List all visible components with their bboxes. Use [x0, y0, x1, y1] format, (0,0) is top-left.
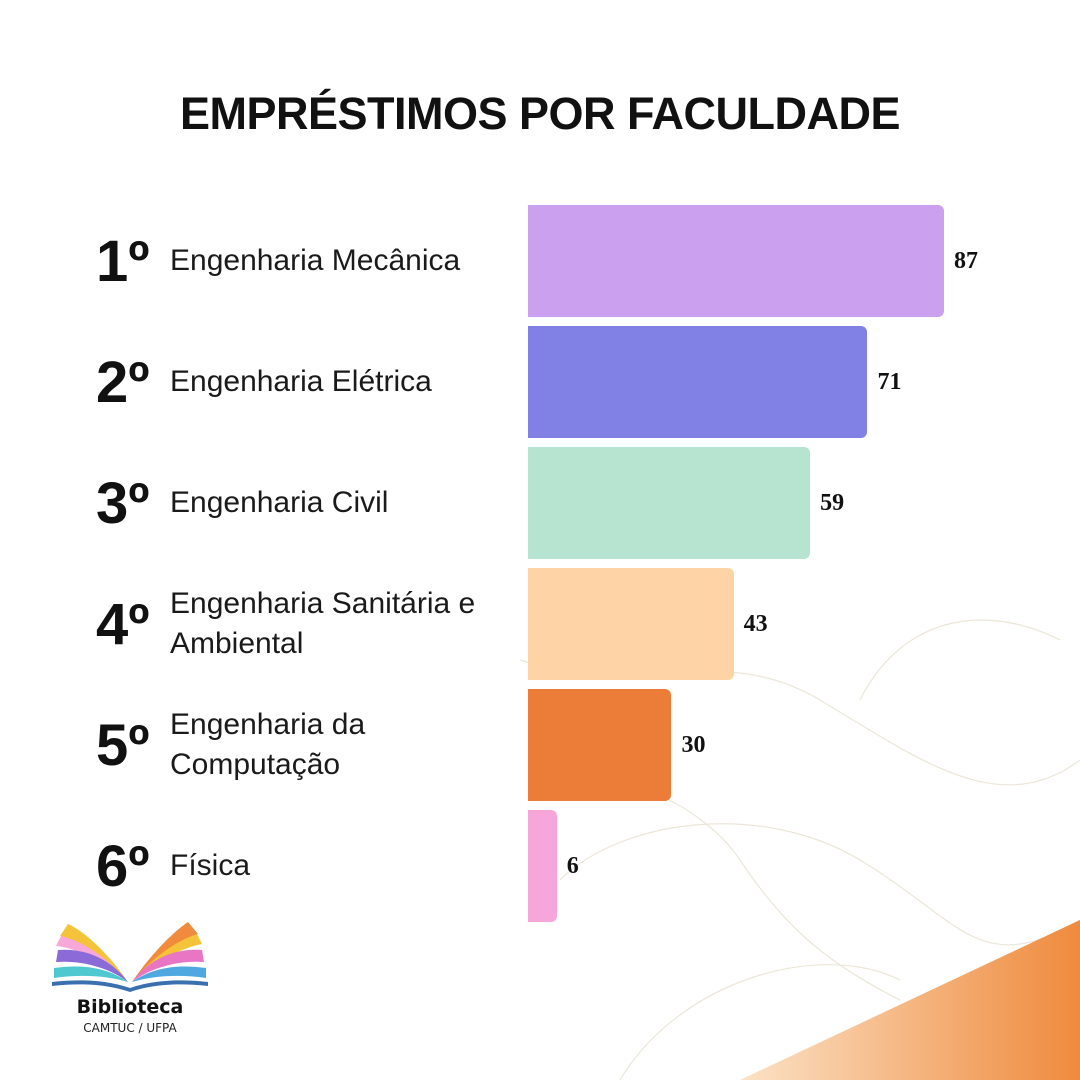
rank-label: 5º — [96, 712, 150, 778]
bar-row: 3º Engenharia Civil 59 — [0, 447, 1080, 559]
rank-label: 3º — [96, 470, 150, 536]
value-label: 43 — [743, 610, 768, 637]
bar — [528, 689, 672, 801]
bar-row: 6º Física 6 — [0, 810, 1080, 922]
bar-row: 5º Engenharia da Computação 30 — [0, 689, 1080, 801]
category-label: Engenharia Elétrica — [170, 365, 432, 398]
logo-title: Biblioteca — [76, 996, 184, 1018]
bar — [528, 205, 944, 317]
value-label: 6 — [566, 852, 579, 879]
category-label: Engenharia da Computação — [170, 708, 366, 781]
category-label: Física — [170, 849, 251, 882]
rank-label: 1º — [96, 228, 150, 294]
bar-row: 2º Engenharia Elétrica 71 — [0, 326, 1080, 438]
value-label: 30 — [681, 731, 706, 758]
chart-title: EMPRÉSTIMOS POR FACULDADE — [179, 88, 901, 139]
category-label: Engenharia Mecânica — [170, 244, 461, 277]
bar-row: 1º Engenharia Mecânica 87 — [0, 205, 1080, 317]
corner-accent — [740, 920, 1080, 1080]
library-logo: Biblioteca CAMTUC / UFPA — [48, 916, 212, 1036]
rank-label: 6º — [96, 833, 150, 899]
open-book-icon — [52, 922, 208, 992]
category-label: Engenharia Sanitária e Ambiental — [170, 587, 476, 660]
value-label: 87 — [954, 247, 978, 274]
bar — [528, 447, 811, 559]
bar — [528, 326, 868, 438]
category-label: Engenharia Civil — [170, 486, 389, 519]
rank-label: 2º — [96, 349, 150, 415]
value-label: 59 — [820, 489, 845, 516]
bar — [528, 568, 734, 680]
logo-subtitle: CAMTUC / UFPA — [83, 1021, 177, 1035]
rank-label: 4º — [96, 591, 150, 657]
value-label: 71 — [877, 368, 902, 395]
bar — [528, 810, 557, 922]
bar-row: 4º Engenharia Sanitária e Ambiental 43 — [0, 568, 1080, 680]
